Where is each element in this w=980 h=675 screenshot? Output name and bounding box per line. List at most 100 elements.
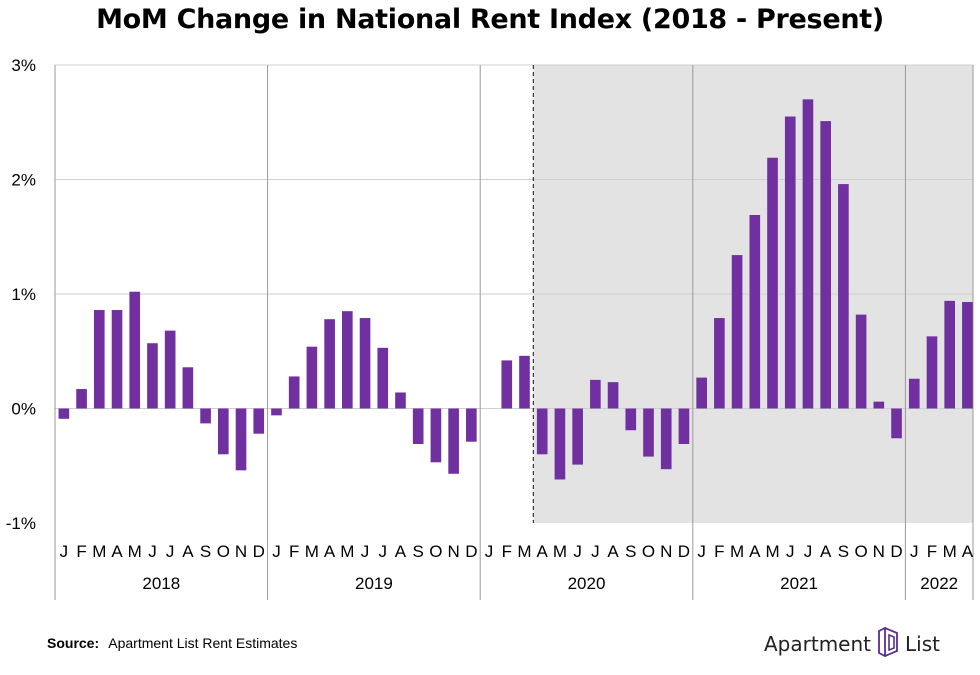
month-label: N [660,542,672,561]
month-label: D [253,542,265,561]
bar [536,408,548,455]
bar [466,408,477,442]
source-label: Source: [47,635,100,651]
month-label: A [749,542,761,561]
month-label: M [517,542,531,561]
bar [235,408,247,471]
bar [93,310,105,409]
month-label: S [625,542,636,561]
month-label: A [820,542,832,561]
month-label: N [447,542,459,561]
month-label: S [200,542,211,561]
month-label: J [591,542,600,561]
bar [217,408,229,455]
month-label: J [786,542,795,561]
year-label: 2020 [568,574,606,593]
bar [359,318,371,409]
bar [342,311,353,409]
bar [324,319,335,409]
bar [253,408,265,434]
bar [678,408,690,444]
month-label: A [111,542,123,561]
bar [714,318,725,409]
month-label: D [678,542,690,561]
bar [288,376,300,409]
month-label: J [60,542,69,561]
month-label: M [553,542,567,561]
month-label: S [413,542,424,561]
month-label: O [429,542,442,561]
logo-word-apartment: Apartment [764,632,872,656]
bar [129,291,141,409]
month-label: J [148,542,157,561]
bar [271,408,282,416]
month-label: F [76,542,86,561]
bar [873,401,885,409]
month-label: A [395,542,407,561]
month-label: M [128,542,142,561]
month-label: A [324,542,336,561]
bar [607,382,619,409]
bar [164,330,176,409]
bar [962,302,973,409]
month-label: M [943,542,957,561]
month-label: N [873,542,885,561]
month-label: S [838,542,849,561]
bar [784,116,796,409]
bar [926,336,938,409]
bar [643,408,654,457]
bar [395,392,406,409]
month-label: D [890,542,902,561]
bar [377,347,389,409]
bar [200,408,211,424]
bar [731,255,743,409]
month-label: M [730,542,744,561]
month-label: J [910,542,919,561]
bar [749,214,761,409]
month-label: O [642,542,655,561]
year-label: 2022 [920,574,958,593]
bar [802,99,814,409]
month-label: J [573,542,582,561]
logo-word-list: List [905,632,940,656]
bar [554,408,566,480]
y-tick-label: 1% [11,285,36,304]
y-tick-label: 0% [11,400,36,419]
bar [855,314,867,409]
source-note: Source: Apartment List Rent Estimates [47,635,297,651]
y-tick-label: -1% [6,514,36,533]
month-label: F [714,542,724,561]
month-label: F [289,542,299,561]
month-label: F [502,542,512,561]
bar [76,389,87,409]
bar [501,360,513,409]
bar [412,408,424,444]
bar [519,355,530,409]
y-tick-label: 2% [11,171,36,190]
month-label: D [465,542,477,561]
month-label: A [607,542,619,561]
month-label: A [182,542,194,561]
month-label: J [361,542,370,561]
bar [625,408,637,431]
apartment-list-building-mark-icon [877,626,899,662]
month-label: O [854,542,867,561]
month-label: M [765,542,779,561]
bar [58,408,70,419]
year-label: 2021 [780,574,818,593]
year-label: 2018 [142,574,180,593]
month-label: M [92,542,106,561]
month-label: J [166,542,175,561]
bar [820,121,831,409]
month-label: J [272,542,281,561]
bar [430,408,442,463]
bar [182,367,194,409]
bar [590,379,601,409]
bar [838,184,849,409]
bar [306,346,318,409]
bar-chart: -1%0%1%2%3%J F M A M J J A S O N D J F M A M J J A S O N D J F M A M… [6,56,974,600]
bar [908,378,920,409]
bar [944,300,956,409]
month-label: F [927,542,937,561]
month-label: J [379,542,388,561]
